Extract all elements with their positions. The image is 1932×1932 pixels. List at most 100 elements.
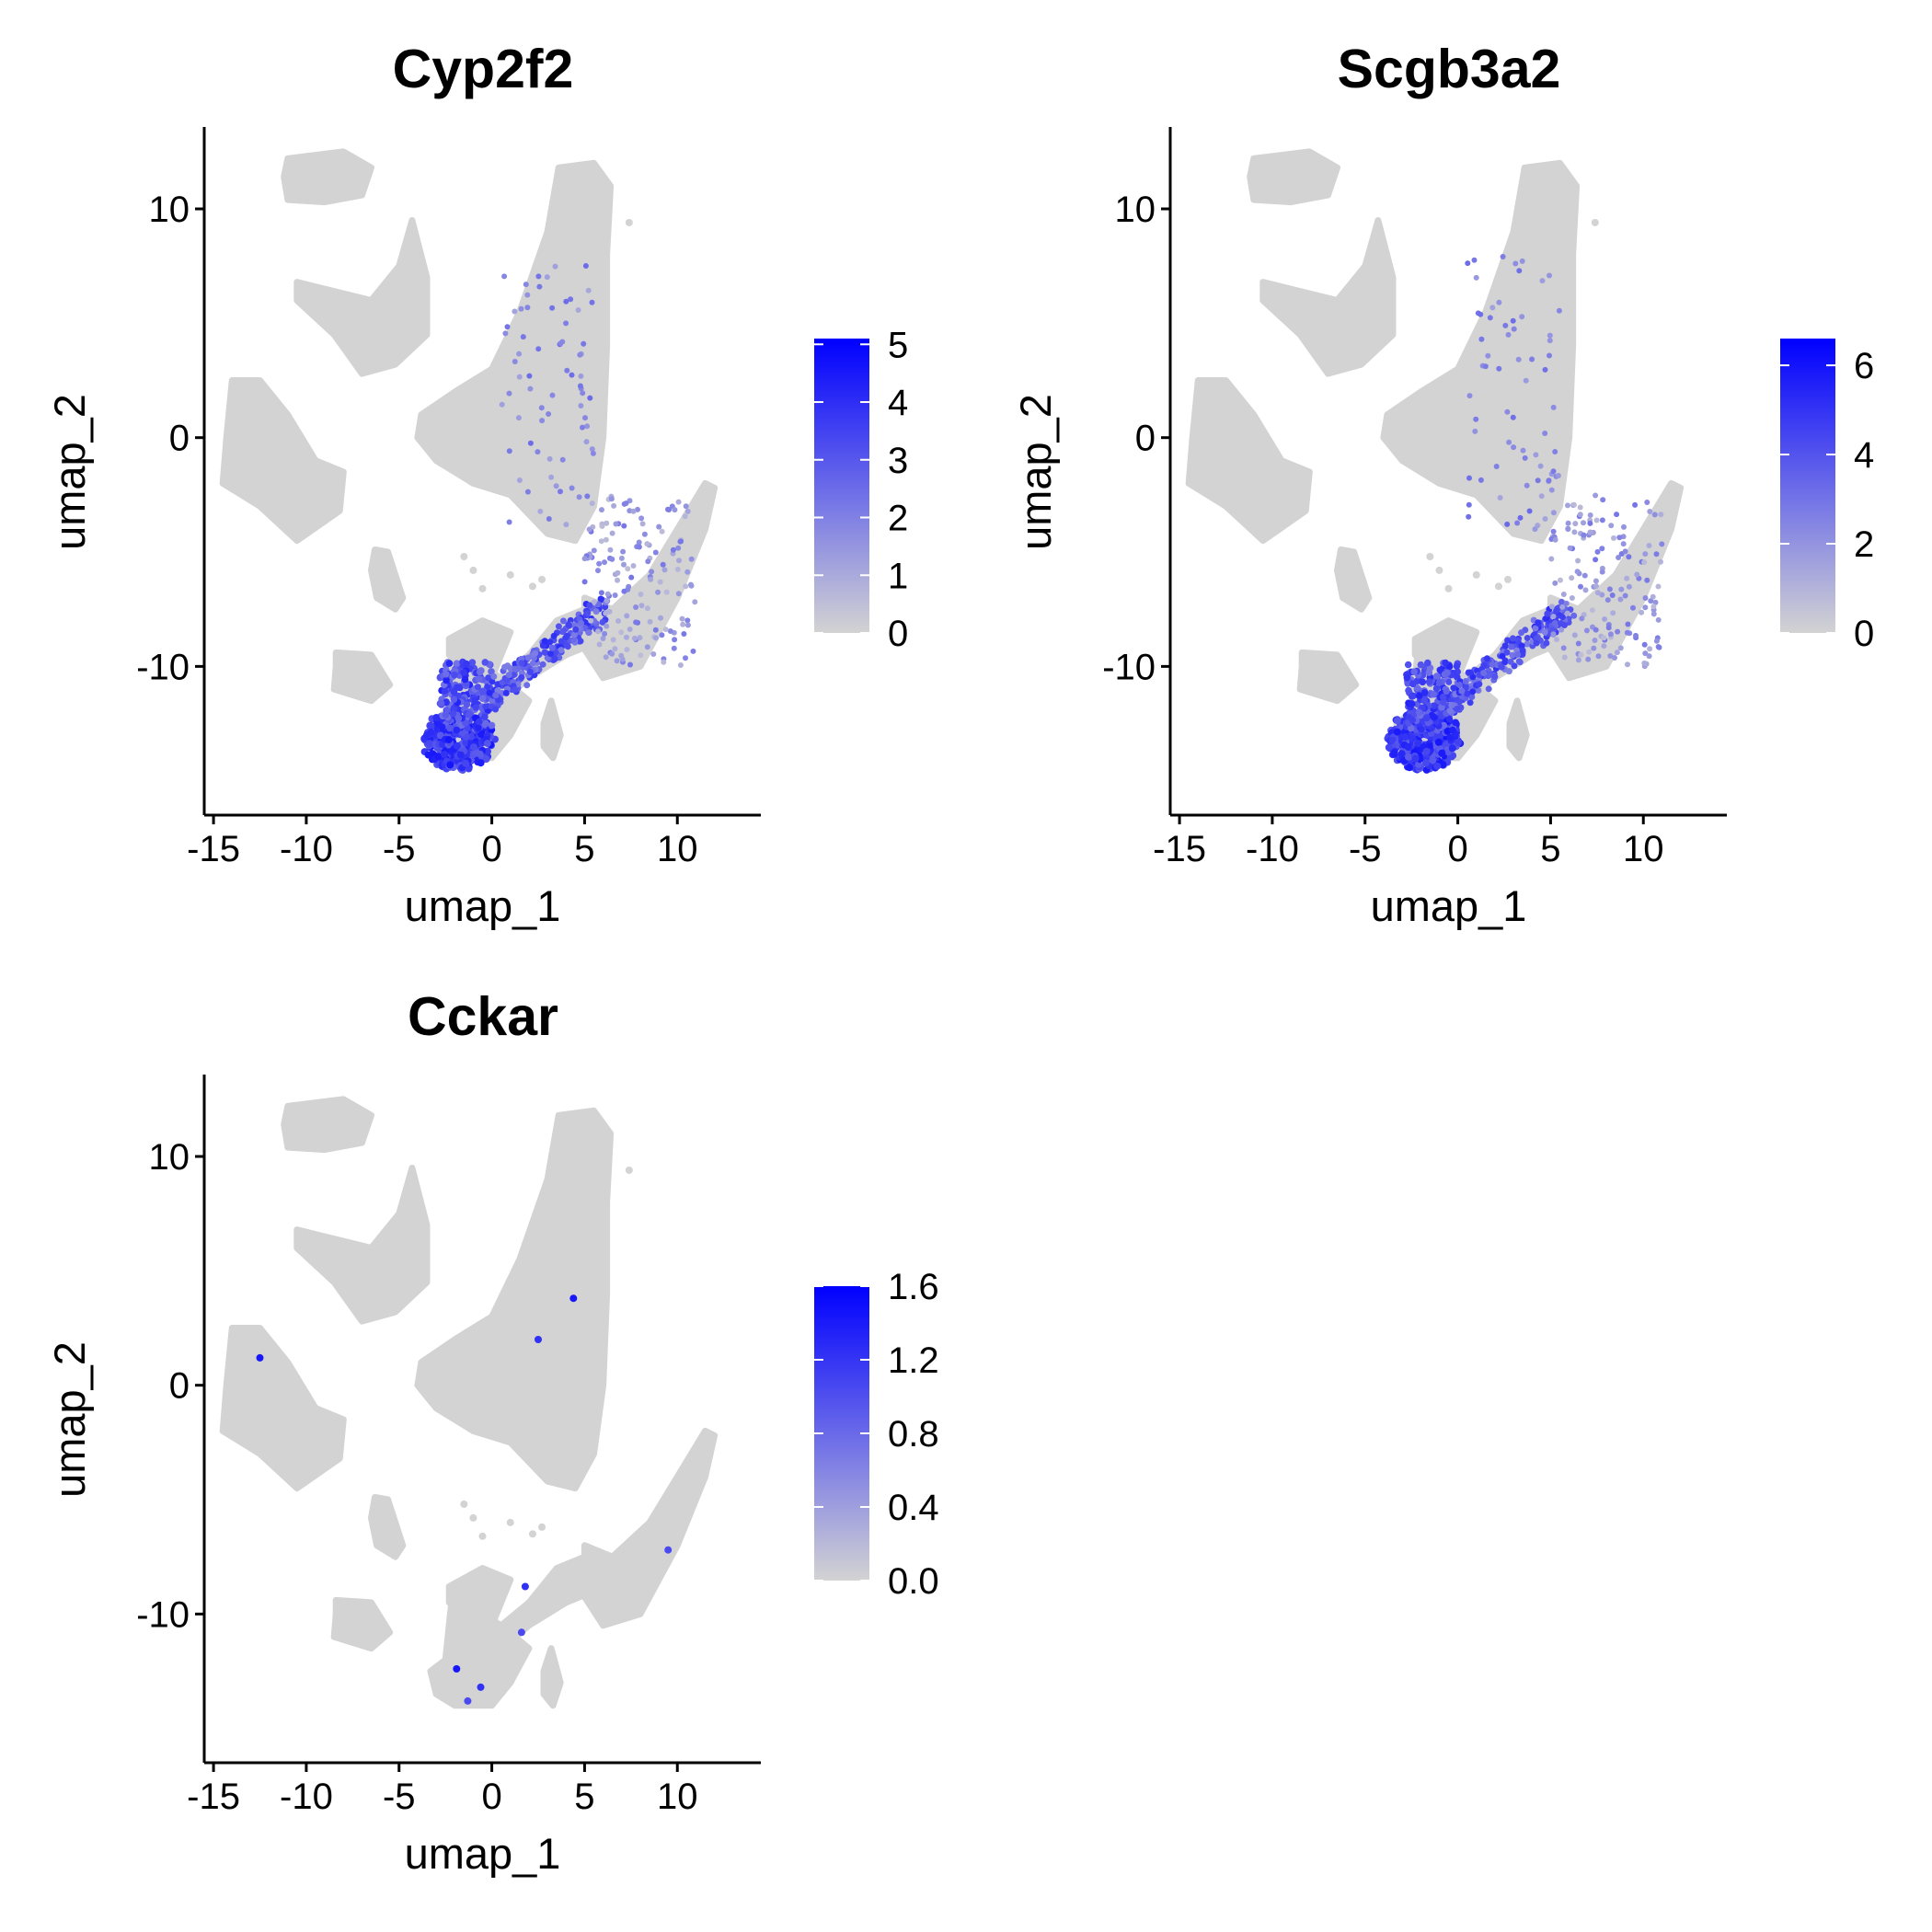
expression-point [1650,593,1656,600]
expression-point [477,1683,485,1691]
expression-point [582,415,588,421]
expression-point [518,660,525,667]
expression-point [577,638,584,645]
expression-point [1532,625,1539,632]
expression-point [538,405,545,411]
expression-point [423,730,431,739]
expression-point [481,659,489,666]
expression-point [1563,600,1570,606]
cell-point [528,582,536,591]
expression-point [432,714,441,721]
expression-point [680,621,686,627]
expression-point [559,456,566,463]
expression-point [1577,504,1583,511]
expression-point [1647,509,1653,514]
x-tick-label: 10 [657,1777,698,1817]
expression-point [1549,604,1555,610]
x-tick-label: 5 [1540,829,1560,869]
y-tick-label: 0 [1135,419,1156,459]
expression-point [1579,615,1585,622]
expression-point [580,424,585,431]
expression-point [1455,738,1462,746]
expression-point [591,547,597,554]
expression-point [678,538,684,545]
expression-point [628,574,635,581]
expression-point [1658,512,1664,518]
expression-point [1431,713,1438,721]
expression-point [1511,326,1517,332]
expression-point [512,686,519,694]
expression-point [1409,680,1417,688]
expression-point [1625,621,1631,627]
expression-point [1450,684,1457,692]
expression-point [583,439,590,445]
expression-point [476,750,484,758]
expression-point [1433,762,1442,770]
expression-point [1604,597,1611,604]
expression-point [589,500,595,507]
expression-point [679,615,685,622]
expression-point [1578,583,1583,590]
expression-point [1624,575,1630,581]
color-bar-label: 0.8 [888,1414,939,1455]
expression-point [1397,750,1406,758]
expression-point [1466,513,1472,520]
color-bar-label: 2 [1854,524,1874,565]
expression-point [1548,487,1555,493]
expression-point [1616,555,1622,560]
expression-point [1439,693,1447,701]
expression-point [1421,759,1430,767]
expression-point [1406,764,1413,772]
cell-cluster [414,159,615,545]
expression-point [1472,428,1478,434]
expression-point [1558,577,1563,583]
cell-point [1472,570,1480,579]
expression-point [1593,578,1599,584]
expression-point [657,579,663,585]
expression-point [1550,404,1557,410]
expression-point [481,713,489,720]
cell-cluster [1259,217,1397,377]
expression-point [1517,514,1524,521]
expression-point [604,623,610,629]
expression-point [1607,653,1614,659]
expression-point [443,676,450,684]
expressing-cells [256,1294,673,1705]
x-tick-label: -15 [187,1777,240,1817]
expression-point [526,373,533,379]
expression-point [1585,656,1592,662]
expression-point [641,531,648,537]
expression-point [1551,619,1558,627]
expression-point [635,506,640,512]
expression-point [580,390,586,397]
expression-point [596,641,603,648]
expression-point [1491,673,1499,680]
expression-point [621,561,627,568]
expression-point [541,638,548,645]
expression-point [598,590,604,596]
expression-point [1594,548,1601,555]
y-axis-label: umap_2 [45,394,94,550]
expression-point [675,499,682,505]
expression-point [1480,661,1488,669]
expression-point [624,613,630,619]
expression-point [1622,592,1628,599]
expression-point [463,660,470,668]
expression-point [1560,645,1567,651]
cell-point [625,218,633,226]
expression-point [615,618,621,624]
expression-point [1601,635,1607,641]
expression-point [468,659,477,666]
expression-point [591,599,597,605]
cell-clusters [219,1096,719,1709]
expression-point [1641,660,1648,666]
expression-point [586,602,593,609]
expression-point [1582,587,1589,593]
expression-point [588,617,594,624]
expression-point [1547,352,1552,359]
expression-point [462,759,470,767]
expression-point [1442,659,1449,667]
color-bar-label: 2 [888,499,908,539]
cell-cluster [219,1325,347,1492]
panel-cyp2f2: Cyp2f2 -15 -10 -5 0 5 10 10 0 -10 umap_1 umap_2 5 4 3 2… [0,0,966,966]
